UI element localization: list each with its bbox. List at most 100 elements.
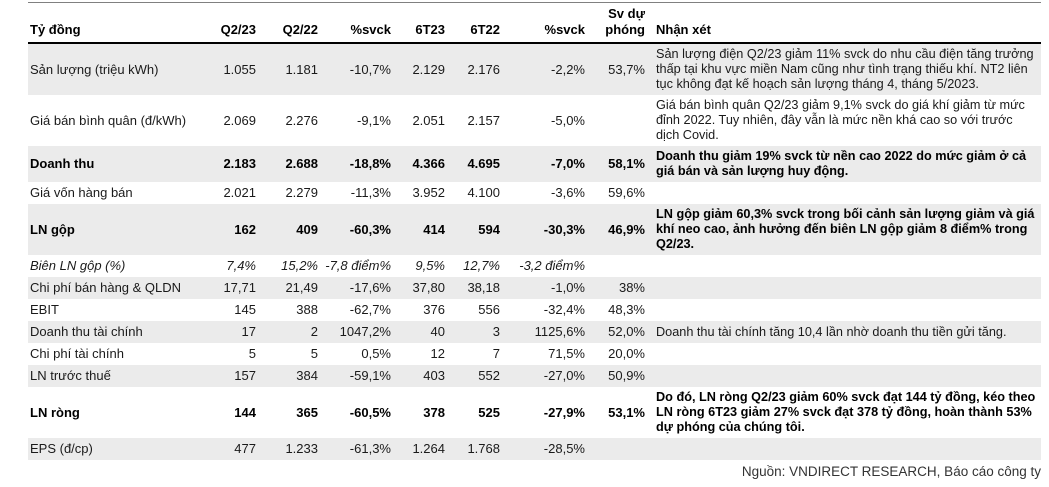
cell-6t22: 594 — [478, 221, 500, 237]
cell-q2-22: 5 — [310, 346, 318, 361]
cell-6t23: 376 — [423, 302, 445, 317]
cell-6t23: 414 — [423, 221, 445, 237]
row-label: LN trước thuế — [30, 368, 111, 383]
cell-6t23: 37,80 — [412, 280, 445, 295]
row-label: EPS (đ/cp) — [30, 441, 93, 456]
header-row: Tỷ đồng Q2/23 Q2/22 %svck 6T23 6T22 %svc… — [28, 2, 1041, 44]
cell-svck-half: -30,3% — [543, 221, 585, 237]
cell-q2-22: 21,49 — [285, 280, 318, 295]
cell-svck-quarter: 0,5% — [361, 346, 391, 361]
col-header-svck-half: %svck — [500, 2, 585, 44]
col-header-comment: Nhận xét — [645, 2, 1041, 44]
row-comment — [645, 255, 1041, 277]
cell-6t23: 378 — [423, 404, 445, 420]
cell-q2-22: 1.233 — [285, 441, 318, 456]
cell-vs-forecast: 20,0% — [608, 346, 645, 361]
table-row: LN gộp 162 409 -60,3% 414 594 -30,3% 46,… — [28, 204, 1041, 255]
cell-6t23: 12 — [430, 346, 445, 361]
row-comment: Doanh thu giảm 19% svck từ nền cao 2022 … — [656, 149, 1027, 178]
cell-6t23: 1.264 — [412, 441, 445, 456]
cell-q2-23: 17 — [241, 324, 256, 339]
row-label: Biên LN gộp (%) — [30, 258, 126, 273]
row-comment — [645, 182, 1041, 204]
cell-svck-half: -32,4% — [543, 302, 585, 317]
row-comment — [645, 277, 1041, 299]
table-row: Giá vốn hàng bán 2.021 2.279 -11,3% 3.95… — [28, 182, 1041, 204]
table-row: LN trước thuế 157 384 -59,1% 403 552 -27… — [28, 365, 1041, 387]
table-row: Chi phí tài chính 5 5 0,5% 12 7 71,5% 20… — [28, 343, 1041, 365]
table-row: EPS (đ/cp) 477 1.233 -61,3% 1.264 1.768 … — [28, 438, 1041, 460]
cell-svck-half: -3,6% — [551, 185, 585, 200]
cell-vs-forecast: 53,1% — [608, 404, 645, 420]
cell-6t22: 4.100 — [467, 185, 500, 200]
cell-svck-half: -28,5% — [543, 441, 585, 456]
cell-q2-22: 2.276 — [285, 112, 318, 128]
cell-q2-23: 145 — [234, 302, 256, 317]
cell-svck-quarter: 1047,2% — [339, 324, 391, 339]
cell-6t22: 552 — [478, 368, 500, 383]
table-row: LN ròng 144 365 -60,5% 378 525 -27,9% 53… — [28, 387, 1041, 438]
cell-q2-23: 162 — [234, 221, 256, 237]
cell-6t23: 40 — [430, 324, 445, 339]
cell-q2-23: 2.183 — [223, 156, 256, 171]
row-comment: LN gộp giảm 60,3% svck trong bối cảnh sả… — [656, 207, 1035, 251]
cell-q2-23: 2.069 — [223, 112, 256, 128]
col-header-vs-forecast: Sv dự phóng — [585, 2, 645, 44]
cell-vs-forecast: 50,9% — [608, 368, 645, 383]
table-row: Giá bán bình quân (đ/kWh) 2.069 2.276 -9… — [28, 95, 1041, 146]
row-comment: Doanh thu tài chính tăng 10,4 lần nhờ do… — [656, 324, 1007, 339]
cell-svck-half: -5,0% — [551, 112, 585, 128]
cell-q2-22: 384 — [296, 368, 318, 383]
cell-q2-22: 15,2% — [281, 258, 318, 273]
row-label: EBIT — [30, 302, 59, 317]
cell-6t23: 403 — [423, 368, 445, 383]
cell-svck-quarter: -62,7% — [349, 302, 391, 317]
row-label: Giá vốn hàng bán — [30, 185, 133, 200]
cell-svck-half: -2,2% — [551, 61, 585, 77]
financials-table: Tỷ đồng Q2/23 Q2/22 %svck 6T23 6T22 %svc… — [28, 2, 1041, 460]
cell-vs-forecast — [585, 95, 645, 146]
cell-q2-23: 477 — [234, 441, 256, 456]
cell-6t23: 2.051 — [412, 112, 445, 128]
source-note: Nguồn: VNDIRECT RESEARCH, Báo cáo công t… — [741, 464, 1041, 479]
cell-svck-half: -3,2 điểm% — [519, 258, 585, 273]
cell-svck-quarter: -9,1% — [357, 112, 391, 128]
cell-q2-22: 2 — [310, 324, 318, 339]
cell-q2-22: 1.181 — [285, 61, 318, 77]
cell-6t22: 38,18 — [467, 280, 500, 295]
cell-svck-quarter: -11,3% — [350, 185, 391, 200]
cell-svck-quarter: -10,7% — [349, 61, 391, 77]
row-comment: Sản lượng điện Q2/23 giảm 11% svck do nh… — [656, 47, 1034, 91]
cell-vs-forecast: 46,9% — [608, 221, 645, 237]
cell-6t22: 12,7% — [463, 258, 500, 273]
cell-svck-quarter: -60,5% — [349, 404, 391, 420]
cell-vs-forecast: 52,0% — [608, 324, 645, 339]
row-label: Sản lượng (triệu kWh) — [30, 61, 159, 77]
cell-svck-quarter: -7,8 điểm% — [325, 258, 391, 273]
row-comment — [645, 365, 1041, 387]
cell-svck-half: -27,0% — [543, 368, 585, 383]
cell-6t23: 2.129 — [412, 61, 445, 77]
cell-q2-23: 1.055 — [223, 61, 256, 77]
cell-q2-22: 409 — [296, 221, 318, 237]
table-row: Chi phí bán hàng & QLDN 17,71 21,49 -17,… — [28, 277, 1041, 299]
col-header-6t23: 6T23 — [391, 2, 445, 44]
cell-svck-quarter: -18,8% — [349, 156, 391, 171]
cell-vs-forecast: 59,6% — [608, 185, 645, 200]
cell-6t23: 4.366 — [412, 156, 445, 171]
cell-q2-23: 2.021 — [223, 185, 256, 200]
col-header-svck-quarter: %svck — [318, 2, 391, 44]
cell-vs-forecast — [585, 255, 645, 277]
cell-q2-23: 7,4% — [226, 258, 256, 273]
cell-q2-23: 144 — [234, 404, 256, 420]
row-comment: Giá bán bình quân Q2/23 giảm 9,1% svck d… — [656, 98, 1025, 142]
cell-6t22: 556 — [478, 302, 500, 317]
col-header-unit: Tỷ đồng — [28, 2, 208, 44]
cell-svck-half: 1125,6% — [534, 324, 585, 339]
cell-svck-quarter: -61,3% — [349, 441, 391, 456]
row-label: Doanh thu tài chính — [30, 324, 143, 339]
table-row: Biên LN gộp (%) 7,4% 15,2% -7,8 điểm% 9,… — [28, 255, 1041, 277]
row-label: LN gộp — [30, 221, 75, 237]
cell-6t22: 7 — [492, 346, 500, 361]
cell-vs-forecast: 58,1% — [608, 156, 645, 171]
